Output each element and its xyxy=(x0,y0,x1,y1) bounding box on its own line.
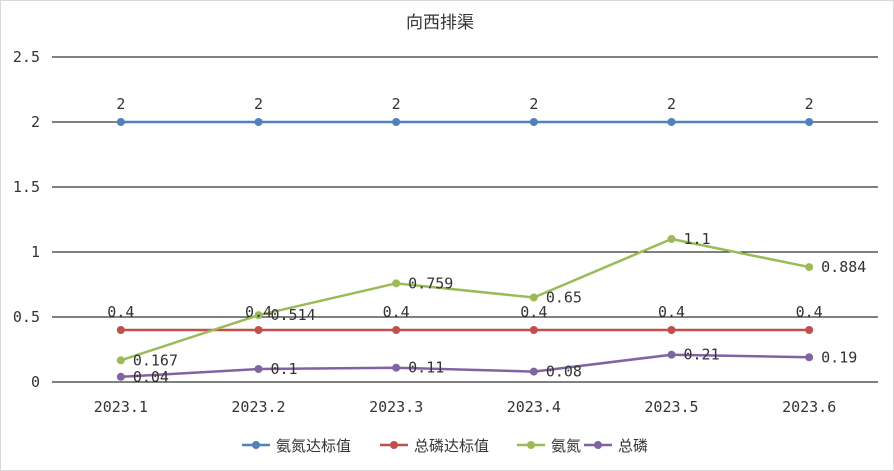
data-label: 0.19 xyxy=(821,348,857,366)
y-tick-label: 0.5 xyxy=(13,308,40,326)
legend-marker xyxy=(252,441,260,449)
data-label: 2 xyxy=(254,95,263,113)
data-label: 2 xyxy=(667,95,676,113)
legend-label: 氨氮 xyxy=(551,437,581,455)
data-point xyxy=(805,263,814,272)
data-label: 0.759 xyxy=(408,274,453,292)
data-point xyxy=(805,326,814,334)
data-point xyxy=(805,118,814,126)
legend-marker xyxy=(594,441,602,449)
x-axis-ticks: 2023.1 2023.2 2023.3 2023.4 2023.5 2023.6 xyxy=(94,398,837,416)
data-point xyxy=(392,118,401,126)
data-label: 0.08 xyxy=(546,363,582,381)
data-label: 2 xyxy=(116,95,125,113)
data-label: 0.4 xyxy=(520,303,547,321)
legend-label: 氨氮达标值 xyxy=(276,437,351,455)
x-tick-label: 2023.1 xyxy=(94,398,148,416)
data-point xyxy=(529,293,538,302)
gridlines xyxy=(52,56,878,383)
y-tick-label: 2.5 xyxy=(13,48,40,66)
data-label: 0.11 xyxy=(408,359,444,377)
data-point xyxy=(392,279,401,288)
legend-label: 总磷 xyxy=(618,437,648,455)
y-axis-ticks: 0 0.5 1 1.5 2 2.5 xyxy=(13,48,40,391)
data-label: 0.4 xyxy=(796,303,823,321)
x-tick-label: 2023.5 xyxy=(644,398,698,416)
data-point xyxy=(667,235,676,243)
data-label: 0.1 xyxy=(271,360,298,378)
data-point xyxy=(116,118,125,126)
data-point xyxy=(667,350,676,359)
data-label: 1.1 xyxy=(684,230,711,248)
legend-marker xyxy=(527,441,535,449)
data-label: 0.167 xyxy=(133,351,178,369)
data-label: 2 xyxy=(392,95,401,113)
data-label: 0.514 xyxy=(271,306,316,324)
chart-title: 向西排渠 xyxy=(406,13,474,33)
data-point xyxy=(116,356,125,365)
data-point xyxy=(392,363,401,372)
data-label: 0.21 xyxy=(684,346,720,364)
data-label: 2 xyxy=(805,95,814,113)
data-point xyxy=(254,326,263,334)
series-line-3 xyxy=(120,237,810,362)
data-label: 0.4 xyxy=(658,303,685,321)
data-labels: 2 2 2 2 2 2 0.4 0.4 0.4 0.4 0.4 0.4 0.167 0.514 0.759 0… xyxy=(107,95,866,386)
series-line-4 xyxy=(120,353,810,379)
data-label: 0.4 xyxy=(245,303,272,321)
data-point xyxy=(392,326,401,334)
data-point xyxy=(254,118,263,126)
y-tick-label: 2 xyxy=(31,113,40,131)
data-point xyxy=(529,326,538,334)
x-tick-label: 2023.6 xyxy=(782,398,836,416)
data-point xyxy=(667,118,676,126)
data-label: 0.04 xyxy=(133,368,169,386)
data-point xyxy=(529,367,538,376)
x-tick-label: 2023.3 xyxy=(369,398,423,416)
data-label: 0.65 xyxy=(546,289,582,307)
y-tick-label: 1 xyxy=(31,243,40,261)
data-point xyxy=(529,118,538,126)
y-tick-label: 1.5 xyxy=(13,178,40,196)
data-point xyxy=(254,365,263,373)
data-point xyxy=(116,326,125,334)
data-label: 2 xyxy=(529,95,538,113)
data-point xyxy=(667,326,676,334)
x-tick-label: 2023.2 xyxy=(231,398,285,416)
legend: 氨氮达标值 总磷达标值 氨氮 总磷 xyxy=(242,437,648,455)
data-label: 0.4 xyxy=(107,303,134,321)
y-tick-label: 0 xyxy=(31,373,40,391)
data-point xyxy=(254,311,263,320)
data-label: 0.884 xyxy=(821,258,866,276)
legend-label: 总磷达标值 xyxy=(414,437,489,455)
data-label: 0.4 xyxy=(383,303,410,321)
data-point xyxy=(116,372,125,381)
legend-marker xyxy=(390,441,398,449)
x-tick-label: 2023.4 xyxy=(507,398,561,416)
data-point xyxy=(805,353,814,362)
series-layer xyxy=(116,118,814,381)
